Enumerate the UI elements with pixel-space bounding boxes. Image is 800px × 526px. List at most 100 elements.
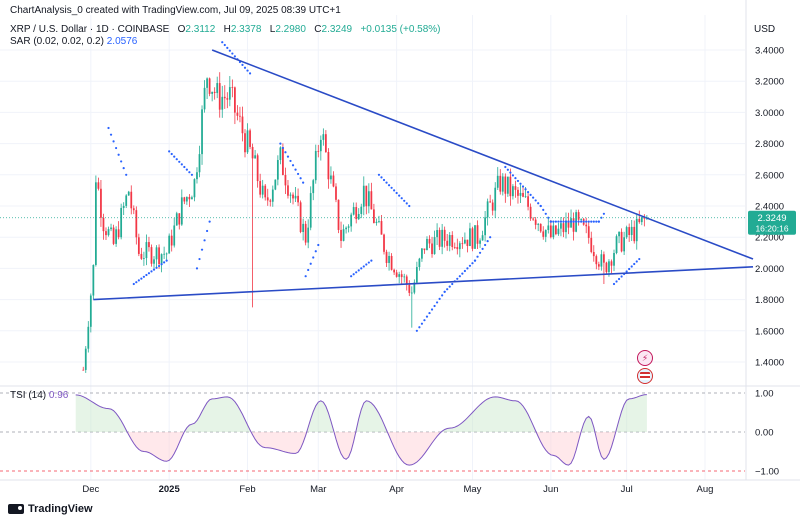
- candle-body: [560, 223, 562, 229]
- candle-body: [433, 237, 436, 255]
- sar-dot: [147, 272, 151, 275]
- candle-body: [431, 243, 433, 255]
- candle-body: [504, 176, 507, 194]
- candle-body: [236, 112, 239, 116]
- candle-body: [345, 227, 347, 230]
- candle-body: [474, 225, 476, 249]
- resistance-trendline: [211, 49, 754, 260]
- candle-body: [340, 229, 342, 241]
- price-tick-label: 2.2000: [755, 233, 784, 244]
- tsi-tick-label: −1.00: [755, 467, 779, 478]
- candle-body: [148, 242, 150, 248]
- candle-body: [203, 87, 206, 110]
- candle-body: [360, 206, 363, 214]
- sar-dot: [390, 186, 393, 189]
- sar-dot: [597, 220, 600, 223]
- candle-body: [314, 150, 317, 181]
- sar-dot: [248, 72, 252, 75]
- sar-dot: [365, 263, 368, 266]
- candle-body: [466, 239, 469, 246]
- candle-body: [191, 197, 193, 200]
- candle-body: [400, 274, 403, 278]
- time-tick-label: Feb: [239, 484, 255, 495]
- tradingview-brand[interactable]: TradingView: [8, 503, 93, 515]
- candle-body: [643, 217, 646, 219]
- candle-body: [309, 193, 312, 228]
- candle-body: [393, 269, 396, 273]
- sar-dot: [638, 257, 641, 261]
- candle-body: [223, 96, 226, 99]
- candle-body: [218, 83, 221, 110]
- candle-body: [357, 213, 360, 220]
- sar-dot: [532, 196, 535, 199]
- tsi-legend[interactable]: TSI (14) 0.96: [10, 390, 68, 401]
- candle-body: [446, 240, 449, 246]
- sar-dot: [468, 264, 472, 267]
- sar-dot: [600, 216, 603, 219]
- sar-dot: [125, 173, 128, 176]
- candle-body: [206, 78, 208, 88]
- candle-body: [244, 133, 246, 153]
- sar-dot: [350, 275, 353, 278]
- time-tick-label: 2025: [159, 484, 181, 495]
- sar-dot: [382, 178, 386, 182]
- candle-body: [552, 225, 555, 238]
- candle-body: [383, 234, 385, 252]
- candle-body: [102, 217, 105, 232]
- sar-dot: [403, 199, 406, 202]
- close-label: C: [314, 24, 322, 35]
- currency-label[interactable]: USD: [754, 24, 776, 35]
- sar-dot: [284, 151, 287, 154]
- sar-label: SAR (0.02, 0.02, 0.2): [10, 36, 104, 47]
- sar-dot: [441, 294, 444, 297]
- candle-body: [380, 221, 383, 235]
- candle-body: [491, 202, 494, 211]
- candle-body: [600, 254, 603, 267]
- sar-dot: [231, 52, 234, 55]
- sar-dot: [317, 243, 320, 247]
- sar-dot: [567, 220, 570, 223]
- candle-body: [160, 254, 163, 265]
- current-price-tag: [748, 210, 796, 235]
- tradingview-logo-icon: [8, 504, 24, 514]
- lightning-icon[interactable]: ⚡: [637, 350, 653, 366]
- candle-body: [231, 87, 234, 88]
- tsi-value: 0.96: [48, 390, 69, 401]
- candle-body: [577, 212, 580, 220]
- time-tick-label: Jun: [543, 484, 558, 495]
- candle-body: [476, 225, 479, 244]
- candle-body: [436, 230, 438, 238]
- sar-dot: [180, 163, 183, 166]
- sar-dot: [160, 263, 163, 266]
- sar-dot: [539, 204, 542, 208]
- candle-body: [324, 134, 327, 153]
- sar-dot: [109, 133, 113, 136]
- sar-dot: [107, 126, 110, 130]
- candle-body: [390, 255, 393, 270]
- us-flag-icon[interactable]: [637, 368, 653, 384]
- candle-body: [590, 237, 593, 252]
- candle-body: [532, 218, 535, 220]
- candle-body: [284, 175, 287, 186]
- sar-dot: [398, 194, 401, 197]
- candle-body: [423, 248, 426, 251]
- sar-dot: [534, 199, 537, 202]
- sar-dot: [385, 181, 388, 184]
- candle-body: [130, 191, 133, 209]
- candle-body: [163, 253, 166, 255]
- sar-legend[interactable]: SAR (0.02, 0.02, 0.2) 2.0576: [10, 36, 137, 47]
- candle-body: [122, 205, 125, 208]
- sar-dot: [168, 150, 171, 153]
- candle-body: [451, 235, 454, 248]
- sar-dot: [170, 152, 173, 156]
- candle-body: [266, 197, 269, 201]
- sar-dot: [529, 193, 532, 196]
- candle-body: [547, 225, 550, 231]
- candle-body: [580, 219, 583, 220]
- sar-dot: [572, 220, 575, 223]
- symbol-legend[interactable]: XRP / U.S. Dollar · 1D · COINBASE O2.311…: [10, 24, 441, 35]
- candle-body: [234, 87, 236, 113]
- candle-body: [282, 147, 284, 176]
- candle-body: [213, 91, 216, 94]
